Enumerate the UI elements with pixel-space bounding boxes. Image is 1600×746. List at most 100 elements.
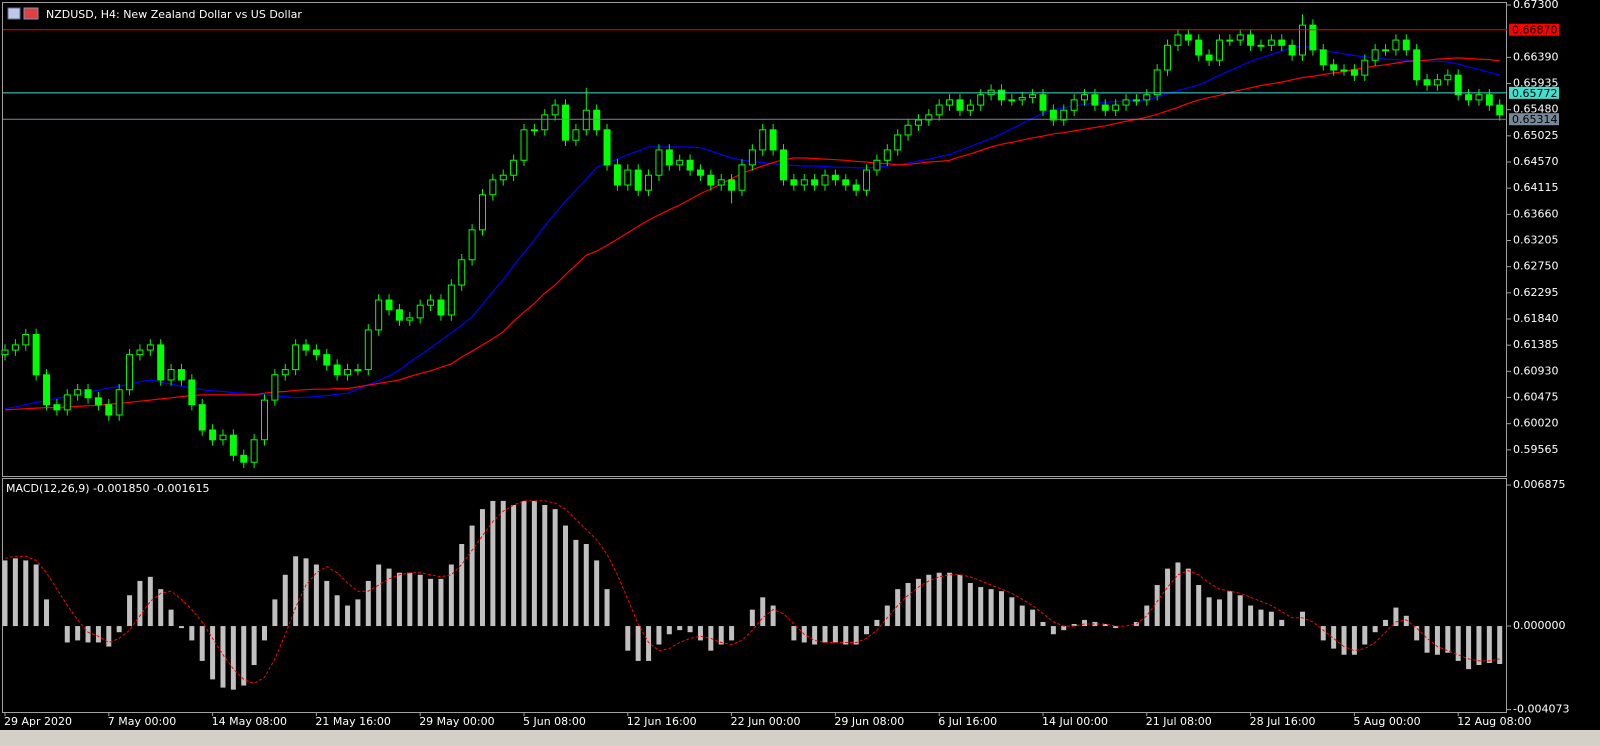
candle-body <box>1413 49 1421 81</box>
y-tick-label: 0.59565 <box>1513 443 1559 456</box>
macd-title: MACD(12,26,9) -0.001850 -0.001615 <box>6 482 209 495</box>
histogram-bar <box>552 509 558 627</box>
candle-body <box>1205 54 1213 61</box>
candle-body <box>603 129 611 166</box>
histogram-bar <box>500 500 506 627</box>
histogram-bar <box>1486 626 1492 663</box>
histogram-bar <box>324 580 330 627</box>
histogram-bar <box>158 589 164 627</box>
histogram-bar <box>915 578 921 627</box>
candle-body <box>738 164 746 191</box>
histogram-bar <box>656 626 662 645</box>
candle-body <box>167 369 175 381</box>
histogram-bar <box>791 626 797 641</box>
histogram-bar <box>1009 597 1015 627</box>
candle-body <box>468 229 476 261</box>
candle-body <box>811 179 819 186</box>
histogram-bar <box>64 626 70 643</box>
histogram-bar <box>1019 605 1025 627</box>
y-tick-label: 0.61840 <box>1513 312 1559 325</box>
y-tick-label: 0.66390 <box>1513 50 1559 63</box>
histogram-bar <box>1445 626 1451 653</box>
histogram-bar <box>438 578 444 627</box>
candle-body <box>883 149 891 161</box>
histogram-bar <box>905 582 911 627</box>
candle-body <box>1350 69 1358 76</box>
y-tick-label: 0.65025 <box>1513 129 1559 142</box>
histogram-bar <box>1424 626 1430 653</box>
candle-body <box>406 317 414 321</box>
candle-body <box>1330 64 1338 71</box>
candle-body <box>427 299 435 306</box>
candle-body <box>292 344 300 371</box>
y-tick-label: 0.63205 <box>1513 234 1559 247</box>
candle-body <box>344 369 352 376</box>
histogram-bar <box>874 619 880 627</box>
candle-body <box>914 119 922 126</box>
x-tick-label: 29 May 00:00 <box>419 715 494 728</box>
histogram-bar <box>396 572 402 627</box>
histogram-bar <box>95 626 101 643</box>
histogram-bar <box>573 539 579 627</box>
window-icon[interactable] <box>7 7 21 20</box>
candle-body <box>904 124 912 136</box>
candle-body <box>510 159 518 176</box>
histogram-bar <box>1362 626 1368 645</box>
histogram-bar <box>729 626 735 641</box>
y-tick-label: 0.62750 <box>1513 260 1559 273</box>
histogram-bar <box>376 564 382 627</box>
histogram-bar <box>521 500 527 627</box>
candle-body <box>250 439 258 463</box>
histogram-bar <box>697 626 703 641</box>
candle-body <box>1091 94 1099 106</box>
flag-icon[interactable] <box>23 7 39 20</box>
status-strip <box>0 730 1600 746</box>
candle-body <box>74 389 82 396</box>
histogram-bar <box>262 626 267 641</box>
candle-body <box>1018 97 1026 101</box>
candle-body <box>105 404 113 416</box>
candle-body <box>873 159 881 171</box>
histogram-bar <box>1341 626 1347 655</box>
histogram-bar <box>293 556 299 627</box>
candle-body <box>198 404 206 431</box>
candle-body <box>1226 39 1234 42</box>
x-tick-label: 21 May 16:00 <box>315 715 390 728</box>
histogram-bar <box>1372 626 1378 633</box>
candle-body <box>1423 79 1431 86</box>
candle-body <box>489 179 497 196</box>
x-tick-label: 12 Jun 16:00 <box>627 715 697 728</box>
candle-body <box>447 284 455 316</box>
candle-body <box>1049 109 1057 121</box>
candle-body <box>966 104 974 111</box>
histogram-bar <box>1279 619 1285 627</box>
histogram-bar <box>1403 615 1409 627</box>
candle-body <box>624 169 632 186</box>
histogram-bar <box>1393 607 1399 627</box>
candle-body <box>852 184 860 191</box>
histogram-bar <box>147 576 153 627</box>
candle-body <box>1382 49 1390 52</box>
candle-body <box>416 304 424 319</box>
histogram-bar <box>1434 626 1440 655</box>
histogram-bar <box>635 626 641 661</box>
histogram-bar <box>625 626 631 651</box>
candle-body <box>780 149 787 181</box>
candle-body <box>43 374 51 406</box>
candle-body <box>1112 104 1120 111</box>
histogram-bar <box>1185 568 1191 627</box>
x-tick-label: 29 Apr 2020 <box>4 715 72 728</box>
candle-body <box>1257 44 1265 47</box>
candle-body <box>1236 34 1244 41</box>
histogram-bar <box>1154 585 1160 627</box>
histogram-bar <box>531 500 537 627</box>
histogram-bar <box>583 544 589 627</box>
candle-body <box>1485 94 1493 106</box>
histogram-bar <box>749 609 755 627</box>
histogram-bar <box>303 558 309 627</box>
histogram-bar <box>75 626 81 641</box>
histogram-bar <box>417 574 423 627</box>
candle-body <box>1081 94 1089 101</box>
candle-body <box>1070 99 1078 111</box>
